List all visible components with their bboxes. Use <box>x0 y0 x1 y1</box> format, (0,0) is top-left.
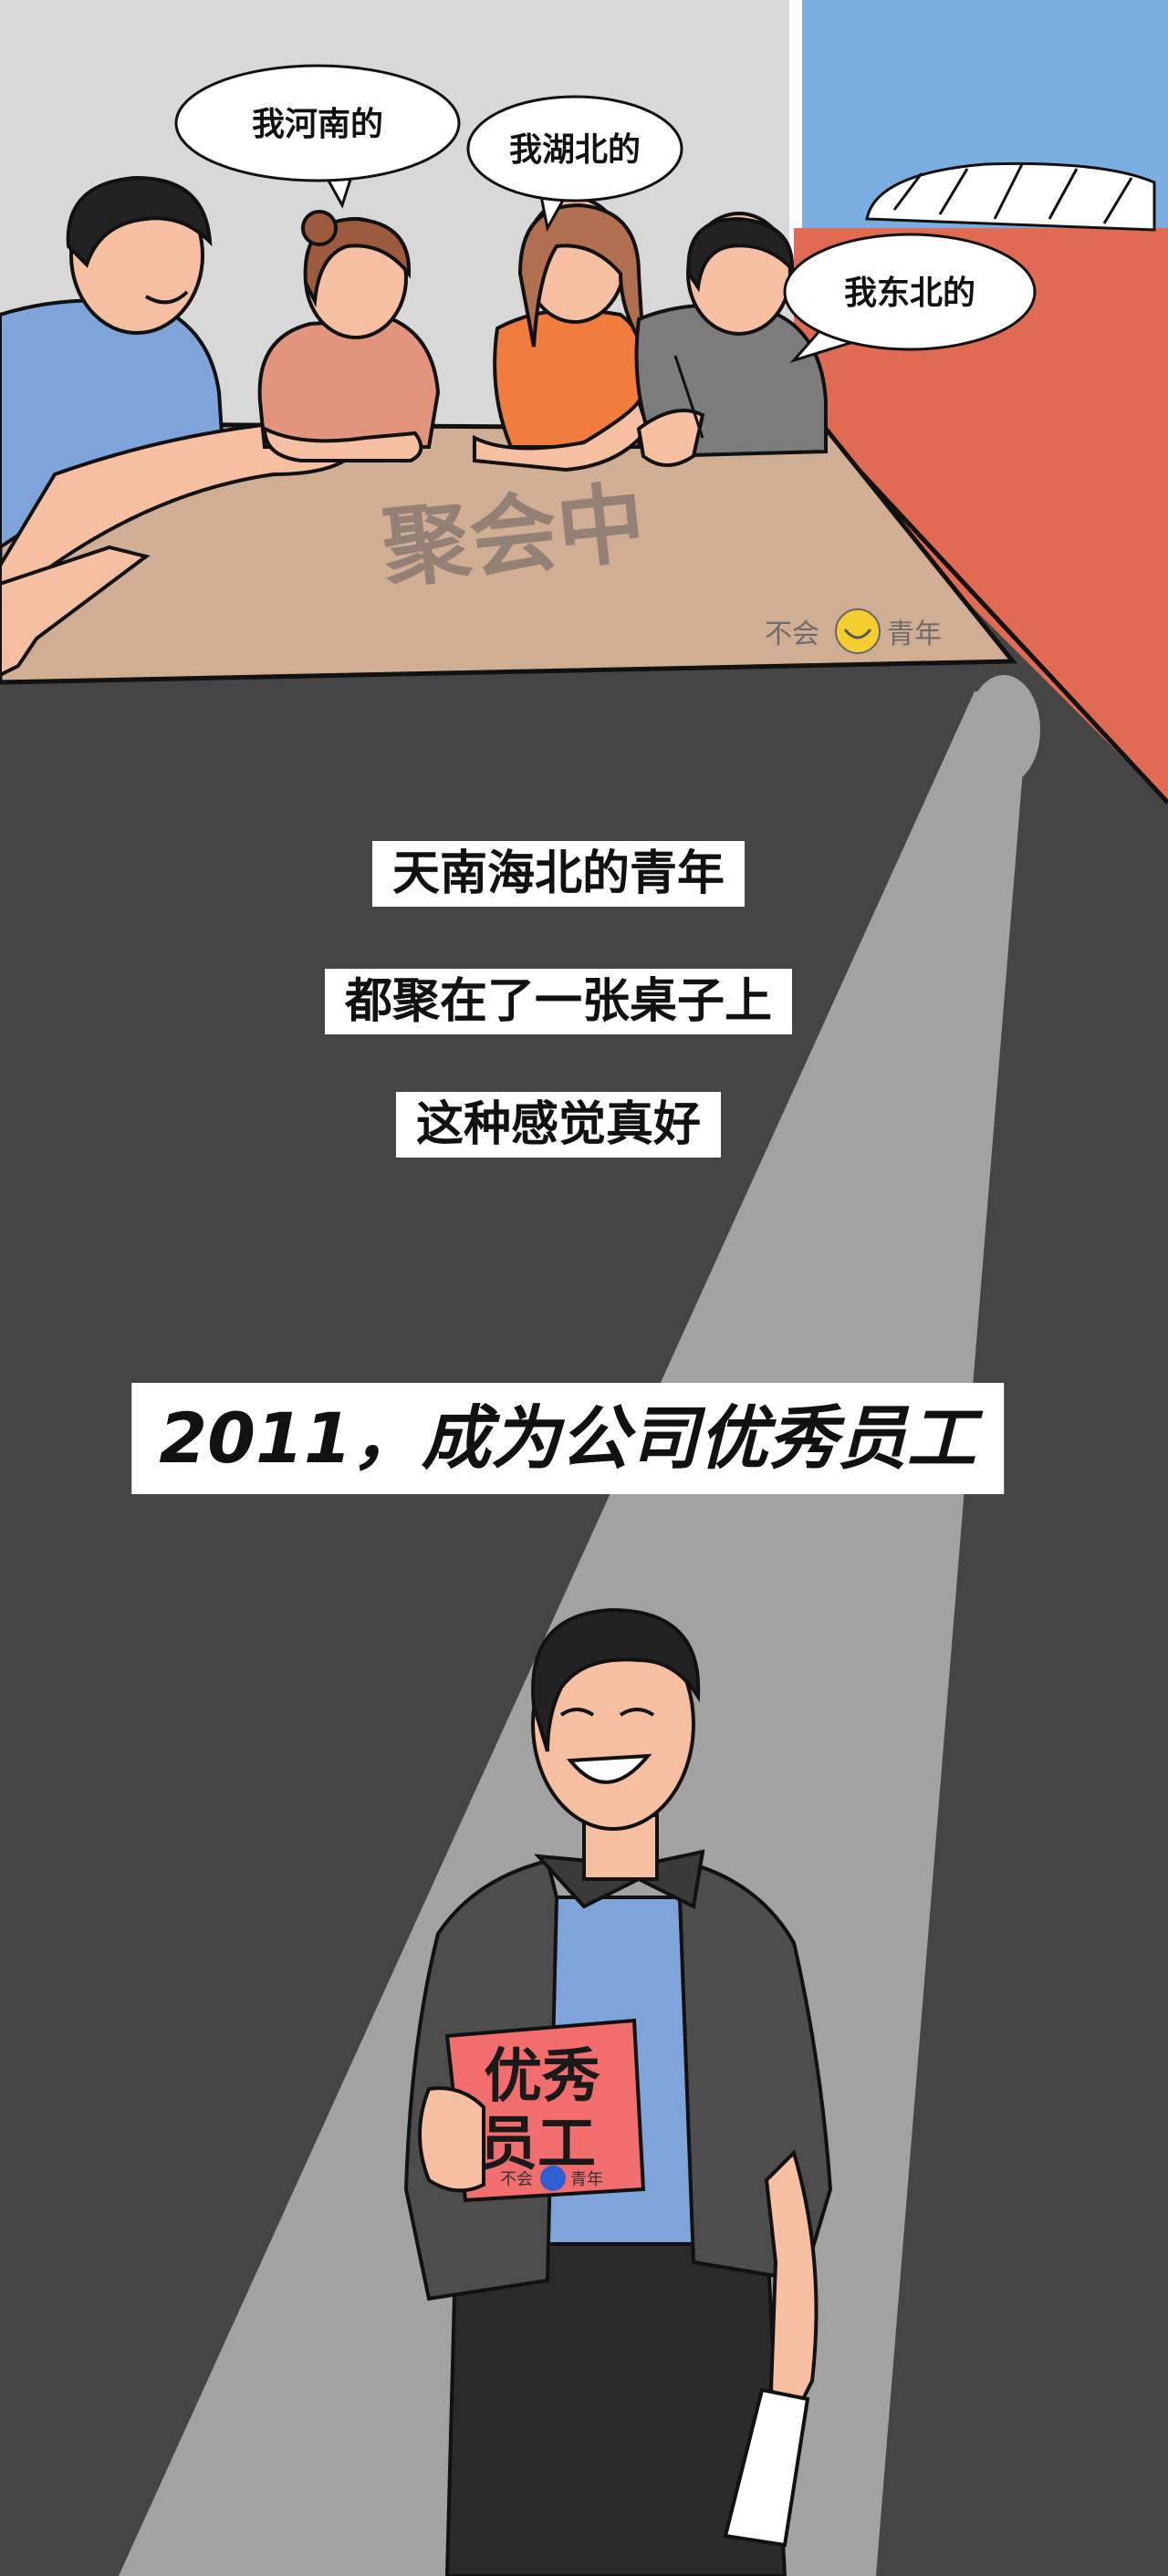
speech-bubble-dongbei: 我东北的 <box>783 233 1037 363</box>
headline-2011: 2011，成为公司优秀员工 <box>131 1383 1004 1494</box>
bubble-text-dongbei: 我东北的 <box>844 275 975 312</box>
left-hand <box>418 2086 485 2193</box>
woman-salmon-hoodie <box>257 210 441 462</box>
award-winner: 优秀 员工 不会 青年 <box>403 1607 833 2576</box>
award-stamp-icon <box>540 2166 566 2191</box>
chopsticks <box>673 355 704 439</box>
spotlight-source <box>967 675 1040 784</box>
smiley-mouth <box>843 628 872 639</box>
award-stamp-right: 青年 <box>570 2170 603 2189</box>
bubble-text-henan: 我河南的 <box>252 106 383 143</box>
hair <box>686 216 795 293</box>
long-hair <box>517 203 645 348</box>
award-card-line1: 优秀 <box>484 2043 600 2111</box>
right-eye <box>619 1708 655 1717</box>
smile <box>567 1753 652 1784</box>
watermark-right: 青年 <box>887 618 942 650</box>
bubble-text-hubei: 我湖北的 <box>509 131 641 169</box>
book <box>723 2387 810 2548</box>
speech-bubble-hubei: 我湖北的 <box>466 95 683 233</box>
man-grey-shirt <box>634 212 828 467</box>
hair <box>531 1607 701 1752</box>
man-blue-shirt <box>0 175 354 678</box>
hair-bun <box>301 210 338 246</box>
caption-3: 这种感觉真好 <box>395 1092 722 1158</box>
watermark-left: 不会 <box>765 618 819 650</box>
gathering-panel: 聚会中 不会 青年 <box>0 0 1168 805</box>
award-card: 优秀 员工 不会 青年 <box>444 2018 646 2203</box>
mouth <box>144 290 189 305</box>
hair <box>66 175 213 268</box>
speech-bubble-henan: 我河南的 <box>174 64 461 209</box>
stadium-illustration <box>865 161 1156 232</box>
red-side-wall <box>794 228 1168 803</box>
arms <box>262 425 423 462</box>
caption-1: 天南海北的青年 <box>371 841 746 907</box>
arms <box>636 409 705 467</box>
award-stamp-left: 不会 <box>500 2170 533 2189</box>
award-card-line2: 员工 <box>479 2111 596 2178</box>
watermark: 不会 青年 <box>765 608 942 654</box>
arms <box>473 397 651 473</box>
smiley-icon <box>835 608 881 654</box>
caption-2: 都聚在了一张桌子上 <box>324 969 793 1034</box>
forearm <box>0 545 151 678</box>
left-eye <box>559 1708 595 1717</box>
